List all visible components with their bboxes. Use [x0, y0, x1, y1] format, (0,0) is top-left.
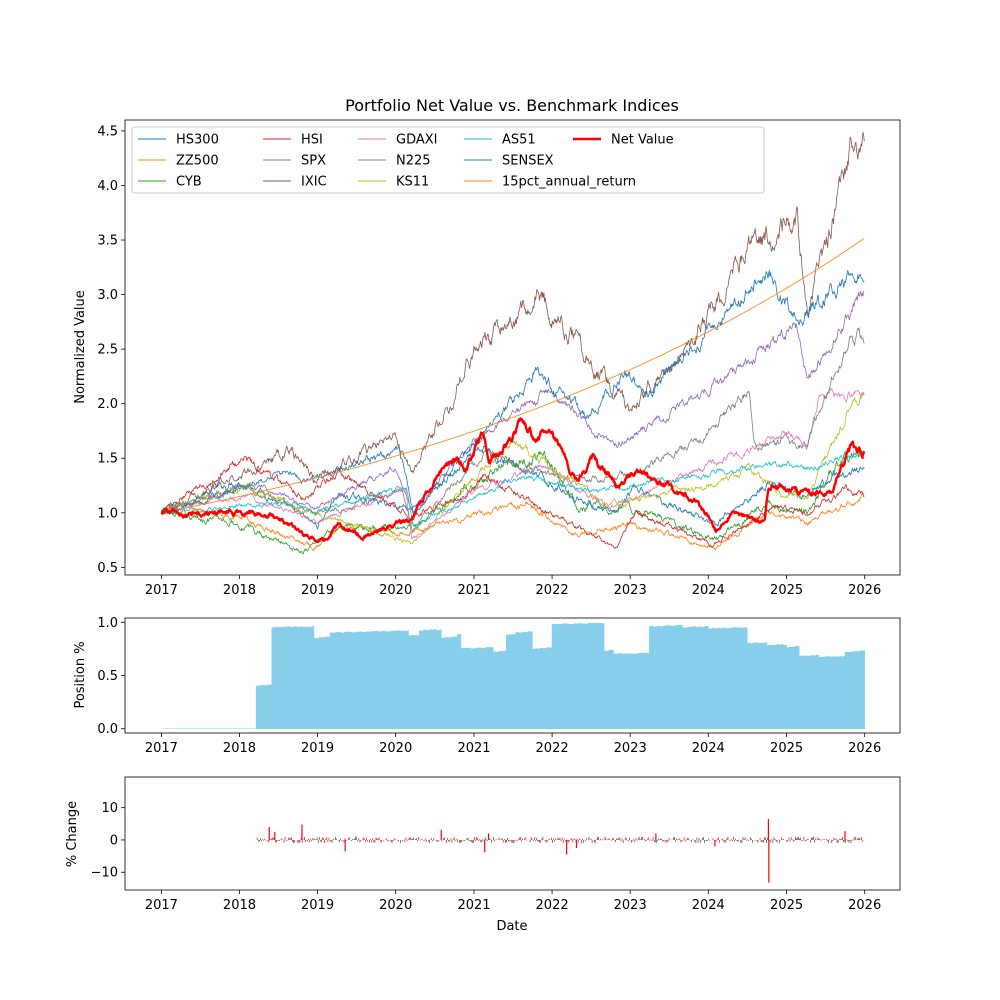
main-y-axis-label: Normalized Value	[73, 290, 88, 404]
position-x-tick-label: 2022	[536, 741, 569, 756]
legend-label: AS51	[502, 133, 536, 148]
main-y-tick-label: 4.0	[97, 179, 118, 194]
change-x-tick-label: 2018	[223, 898, 256, 913]
legend-label: ZZ500	[176, 154, 219, 169]
position-x-tick-label: 2021	[457, 741, 490, 756]
main-x-tick-label: 2026	[848, 583, 881, 598]
legend-items: HS300 ZZ500 CYB HSI SPX IXIC GDAXI N225 KS11 AS51…	[138, 133, 674, 190]
legend-label: IXIC	[301, 175, 327, 190]
main-x-tick-label: 2024	[692, 583, 725, 598]
change-y-axis-label: % Change	[65, 801, 80, 867]
change-plot-frame	[124, 776, 901, 891]
legend-label: HS300	[176, 133, 219, 148]
main-y-tick-label: 1.0	[97, 506, 118, 521]
position-x-tick-label: 2017	[145, 741, 178, 756]
main-x-tick-label: 2019	[301, 583, 334, 598]
main-x-tick-label: 2021	[457, 583, 490, 598]
main-x-ticks: 2017 2018 2019 2020 2021 2022 2023 2024 2025 2026	[145, 575, 881, 598]
main-y-tick-label: 4.5	[97, 124, 118, 139]
legend-label: CYB	[176, 175, 202, 190]
series-line-net-value	[160, 417, 866, 544]
position-y-ticks: 0.0 0.5 1.0	[97, 616, 125, 737]
legend-label: N225	[396, 154, 431, 169]
position-y-tick-label: 0.0	[97, 722, 118, 737]
change-x-axis-label: Date	[496, 919, 527, 934]
position-y-axis-label: Position %	[73, 641, 88, 708]
position-area-group	[161, 622, 865, 730]
legend-label: SENSEX	[502, 154, 554, 169]
position-panel: 0.00.51.0 2017 2018 2019 2020 2021 2022 2023 20…	[73, 616, 901, 756]
change-x-tick-label: 2025	[770, 898, 803, 913]
change-x-tick-label: 2024	[692, 898, 725, 913]
main-y-ticks: 0.5 1.0 1.5 2.0 2.5 3.0 3.5 4.0 4.5	[97, 124, 125, 576]
main-x-tick-label: 2018	[223, 583, 256, 598]
main-y-tick-label: 1.5	[97, 452, 118, 467]
series-line-hsi	[161, 455, 865, 549]
series-line-ixic	[161, 131, 865, 512]
position-x-tick-label: 2019	[301, 741, 334, 756]
main-y-tick-label: 2.0	[97, 397, 118, 412]
position-x-tick-label: 2024	[692, 741, 725, 756]
legend-frame	[131, 126, 765, 194]
position-x-tick-label: 2026	[848, 741, 881, 756]
change-x-tick-label: 2022	[536, 898, 569, 913]
position-x-tick-label: 2023	[614, 741, 647, 756]
legend-label: 15pct_annual_return	[502, 175, 636, 190]
legend-label: Net Value	[611, 133, 674, 148]
main-x-tick-label: 2023	[614, 583, 647, 598]
change-x-tick-label: 2023	[614, 898, 647, 913]
legend-label: SPX	[301, 154, 326, 169]
main-panel: Portfolio Net Value vs. Benchmark Indice…	[73, 96, 901, 598]
main-title: Portfolio Net Value vs. Benchmark Indice…	[345, 96, 679, 115]
legend-label: HSI	[301, 133, 323, 148]
change-x-tick-label: 2019	[301, 898, 334, 913]
main-x-tick-label: 2025	[770, 583, 803, 598]
series-line-gdaxi	[161, 387, 865, 540]
main-plot-frame	[124, 119, 901, 576]
change-x-tick-label: 2017	[145, 898, 178, 913]
position-y-tick-label: 0.5	[97, 669, 118, 684]
main-legend: HS300 ZZ500 CYB HSI SPX IXIC GDAXI N225 KS11 AS51…	[131, 126, 765, 194]
series-line-as51	[161, 450, 865, 527]
position-y-tick-label: 1.0	[97, 616, 118, 631]
main-y-tick-label: 0.5	[97, 561, 118, 576]
change-x-tick-label: 2020	[379, 898, 412, 913]
series-line-spx	[161, 290, 865, 514]
legend-label: GDAXI	[396, 133, 438, 148]
main-x-tick-label: 2017	[145, 583, 178, 598]
series-line-cyb	[161, 449, 865, 554]
position-x-tick-label: 2018	[223, 741, 256, 756]
change-y-tick-label: −10	[91, 866, 118, 881]
series-line-sensex	[161, 269, 865, 516]
change-x-tick-label: 2026	[848, 898, 881, 913]
main-y-tick-label: 3.5	[97, 234, 118, 249]
change-y-tick-label: 10	[101, 801, 118, 816]
position-x-tick-label: 2020	[379, 741, 412, 756]
change-bars-group	[255, 818, 865, 883]
change-panel: 100−10 2017 2018 2019 2020 2021 2022 2023 2024 2…	[65, 776, 901, 934]
main-x-tick-label: 2020	[379, 583, 412, 598]
main-y-tick-label: 2.5	[97, 343, 118, 358]
change-y-ticks: 10 0 −10	[91, 801, 125, 881]
position-x-ticks: 2017 2018 2019 2020 2021 2022 2023 2024 2025 2026	[145, 733, 881, 756]
legend-label: KS11	[396, 175, 429, 190]
position-x-tick-label: 2025	[770, 741, 803, 756]
change-x-tick-label: 2021	[457, 898, 490, 913]
position-area	[161, 622, 865, 730]
main-y-tick-label: 3.0	[97, 288, 118, 303]
main-series-group	[160, 131, 866, 554]
main-x-tick-label: 2022	[536, 583, 569, 598]
series-line-n225	[160, 327, 865, 533]
series-line-15pct-annual-return	[161, 238, 865, 514]
change-y-tick-label: 0	[110, 833, 118, 848]
change-x-ticks: 2017 2018 2019 2020 2021 2022 2023 2024 2025 2026	[145, 890, 881, 913]
